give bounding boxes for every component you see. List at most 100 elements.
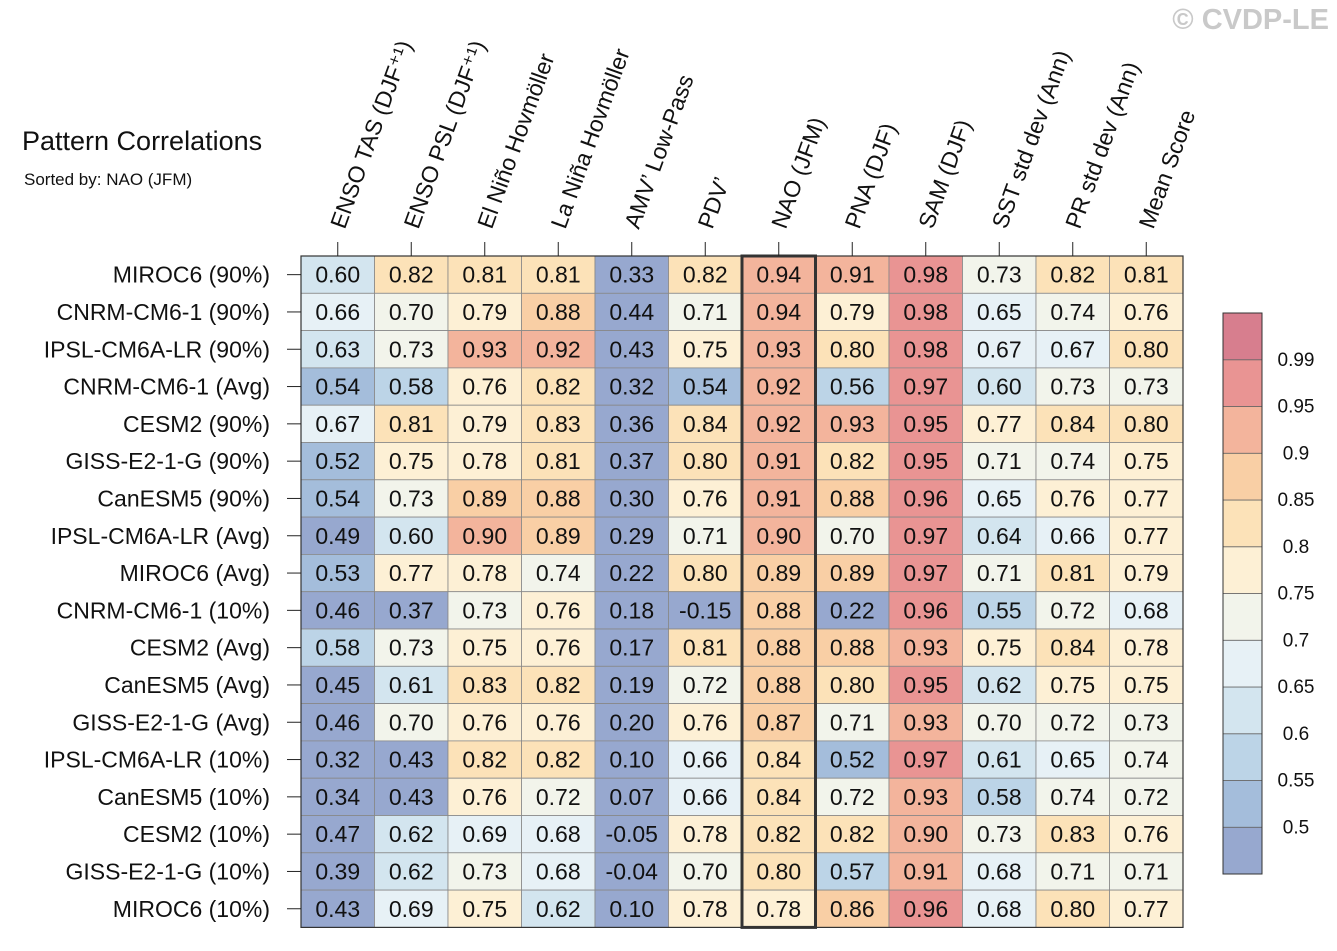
heatmap-cell	[521, 815, 596, 854]
cell-value: 0.69	[389, 896, 434, 922]
heatmap-cell	[668, 889, 743, 928]
cell-value: 0.67	[315, 411, 360, 437]
cell-value: 0.80	[683, 448, 728, 474]
heatmap-cell	[741, 665, 816, 704]
cell-value: 0.74	[1050, 784, 1095, 810]
heatmap-cell	[888, 479, 963, 518]
cell-value: 0.92	[756, 374, 801, 400]
cell-value: 0.58	[977, 784, 1022, 810]
cell-value: 0.75	[977, 635, 1022, 661]
cell-value: 0.81	[1124, 262, 1169, 288]
colorbar-segment	[1222, 593, 1263, 641]
heatmap-cell	[594, 367, 669, 406]
cell-value: 0.71	[1124, 858, 1169, 884]
cell-value: 0.76	[683, 485, 728, 511]
cell-value: 0.95	[903, 448, 948, 474]
heatmap-cell	[668, 479, 743, 518]
cell-value: 0.43	[389, 784, 434, 810]
cell-value: 0.75	[1050, 672, 1095, 698]
cell-value: 0.91	[830, 262, 875, 288]
cell-value: 0.89	[830, 560, 875, 586]
cell-value: 0.54	[683, 374, 728, 400]
cell-value: 0.97	[903, 747, 948, 773]
heatmap-cell	[300, 442, 375, 481]
heatmap-cell	[741, 628, 816, 667]
row-label: IPSL-CM6A-LR (Avg)	[51, 523, 270, 549]
heatmap-cell	[521, 479, 596, 518]
heatmap-cell	[374, 255, 449, 294]
heatmap-cell	[1109, 554, 1184, 593]
cell-value: 0.66	[1050, 523, 1095, 549]
cell-value: 0.75	[683, 336, 728, 362]
cell-value: 0.83	[462, 672, 507, 698]
heatmap-cell	[1109, 404, 1184, 443]
heatmap-cell	[521, 852, 596, 891]
cell-value: 0.88	[830, 635, 875, 661]
cell-value: 0.83	[536, 411, 581, 437]
cell-value: 0.72	[683, 672, 728, 698]
cell-value: 0.93	[903, 709, 948, 735]
heatmap-cell	[815, 404, 890, 443]
cell-value: 0.37	[609, 448, 654, 474]
column-label: El Niño Hovmöller	[472, 50, 559, 232]
heatmap-cell	[447, 628, 522, 667]
heatmap-cell	[741, 889, 816, 928]
heatmap-cell	[741, 703, 816, 742]
row-label: MIROC6 (Avg)	[120, 560, 270, 586]
heatmap-cell	[815, 255, 890, 294]
cell-value: 0.72	[1050, 709, 1095, 735]
cell-value: 0.43	[315, 896, 360, 922]
heatmap-cell	[300, 889, 375, 928]
cell-value: 0.76	[1124, 299, 1169, 325]
cell-value: 0.55	[977, 597, 1022, 623]
heatmap-cell	[1035, 292, 1110, 331]
cell-value: 0.60	[315, 262, 360, 288]
heatmap-cell	[521, 330, 596, 369]
cell-value: 0.77	[1124, 896, 1169, 922]
cell-value: 0.82	[462, 747, 507, 773]
cell-value: 0.58	[389, 374, 434, 400]
cell-value: 0.19	[609, 672, 654, 698]
cell-value: 0.65	[1050, 747, 1095, 773]
heatmap-cell	[1109, 255, 1184, 294]
heatmap-cell	[594, 703, 669, 742]
cell-value: 0.10	[609, 747, 654, 773]
cell-value: 0.20	[609, 709, 654, 735]
heatmap-cell	[1035, 404, 1110, 443]
cell-value: 0.22	[609, 560, 654, 586]
cell-value: 0.62	[536, 896, 581, 922]
heatmap-cell	[374, 479, 449, 518]
heatmap-cell	[521, 591, 596, 630]
cell-value: 0.66	[315, 299, 360, 325]
heatmap-cell	[374, 628, 449, 667]
heatmap-cell	[594, 292, 669, 331]
heatmap-cell	[962, 889, 1037, 928]
cell-value: 0.88	[536, 485, 581, 511]
heatmap-cell	[962, 479, 1037, 518]
cell-value: 0.80	[683, 560, 728, 586]
heatmap-cell	[962, 330, 1037, 369]
cell-value: 0.49	[315, 523, 360, 549]
heatmap-cell	[300, 852, 375, 891]
heatmap-cell	[888, 852, 963, 891]
heatmap-cell	[447, 591, 522, 630]
cell-value: 0.62	[389, 858, 434, 884]
heatmap-cell	[447, 740, 522, 779]
cell-value: 0.70	[389, 299, 434, 325]
heatmap-cell	[1035, 852, 1110, 891]
heatmap-cell	[1109, 330, 1184, 369]
heatmap-cell	[741, 367, 816, 406]
cell-value: 0.74	[1124, 747, 1169, 773]
heatmap-cell	[594, 777, 669, 816]
heatmap-cell	[447, 889, 522, 928]
cell-value: 0.70	[977, 709, 1022, 735]
cell-value: 0.82	[536, 672, 581, 698]
heatmap-cell	[668, 442, 743, 481]
cell-value: 0.66	[683, 784, 728, 810]
cell-value: 0.72	[830, 784, 875, 810]
cell-value: 0.22	[830, 597, 875, 623]
cell-value: 0.33	[609, 262, 654, 288]
cell-value: 0.57	[830, 858, 875, 884]
cell-value: 0.95	[903, 411, 948, 437]
heatmap-cell	[300, 330, 375, 369]
